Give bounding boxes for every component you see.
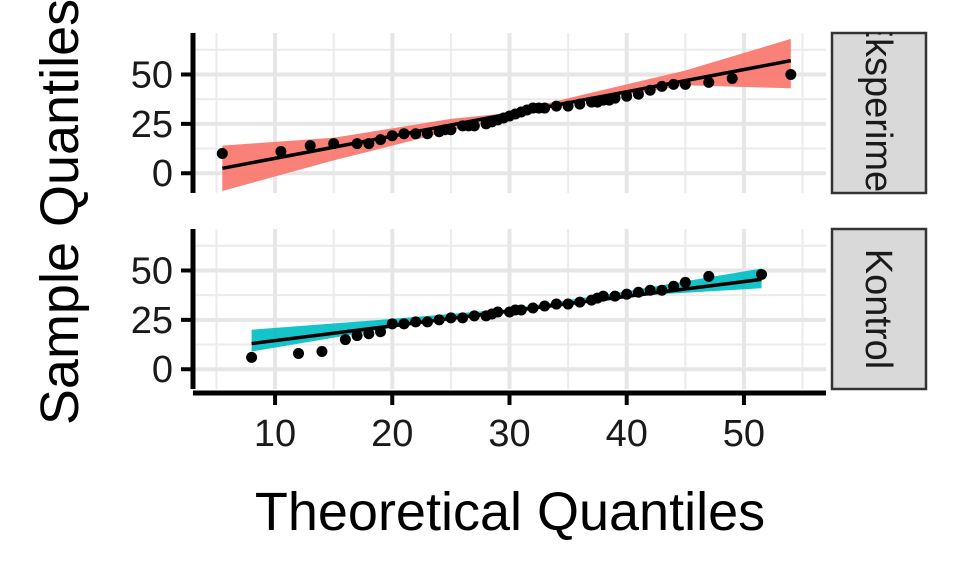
data-point (398, 318, 410, 330)
data-point (668, 78, 680, 90)
data-point (457, 312, 469, 324)
data-point (468, 310, 480, 322)
data-point (410, 128, 422, 140)
data-point (515, 304, 527, 316)
y-tick-label: 0 (152, 349, 173, 391)
x-tick-label: 40 (606, 413, 648, 455)
data-point (574, 296, 586, 308)
data-point (656, 80, 668, 92)
y-tick-label: 25 (131, 104, 173, 146)
data-point (632, 286, 644, 298)
facet-panel (193, 33, 826, 193)
data-point (644, 284, 656, 296)
data-point (726, 72, 738, 84)
data-point (339, 334, 351, 346)
data-point (246, 351, 258, 363)
data-point (703, 270, 715, 282)
data-point (216, 147, 228, 159)
facet-strip-label: Eksperimen (857, 13, 899, 214)
data-point (679, 78, 691, 90)
data-point (316, 345, 328, 357)
x-axis-title: Theoretical Quantiles (255, 482, 765, 542)
data-point (304, 140, 316, 152)
data-point (398, 128, 410, 140)
data-point (562, 100, 574, 112)
data-point (539, 300, 551, 312)
facet-strip-label-group: Eksperimen (857, 13, 899, 214)
data-point (445, 124, 457, 136)
facet-strip (830, 227, 928, 391)
data-point (539, 102, 551, 114)
data-point (363, 328, 375, 340)
y-tick-label: 25 (131, 300, 173, 342)
data-point (421, 316, 433, 328)
x-tick-label: 50 (723, 413, 765, 455)
facet-strip (830, 31, 928, 195)
data-point (621, 90, 633, 102)
data-point (644, 84, 656, 96)
y-tick-label: 50 (131, 54, 173, 96)
data-point (386, 318, 398, 330)
data-point (410, 316, 422, 328)
data-point (421, 128, 433, 140)
data-point (468, 120, 480, 132)
y-axis-title: Sample Quantiles (30, 0, 90, 425)
data-point (703, 76, 715, 88)
facet-panel (193, 229, 826, 389)
data-point (756, 268, 768, 280)
data-point (275, 146, 287, 158)
y-tick-label: 0 (152, 153, 173, 195)
data-point (492, 306, 504, 318)
data-point (351, 138, 363, 150)
data-point (433, 314, 445, 326)
x-tick-label: 30 (488, 413, 530, 455)
data-point (609, 290, 621, 302)
data-point (632, 88, 644, 100)
data-point (527, 302, 539, 314)
data-point (656, 284, 668, 296)
data-point (621, 288, 633, 300)
data-point (293, 347, 304, 359)
x-tick-label: 10 (254, 413, 296, 455)
data-point (668, 280, 680, 292)
data-point (386, 130, 398, 142)
data-point (597, 290, 609, 302)
data-point (363, 138, 375, 150)
facet-strip-label: Kontrol (857, 249, 899, 369)
data-point (679, 276, 691, 288)
y-tick-label: 50 (131, 250, 173, 292)
data-point (375, 134, 387, 146)
data-point (785, 68, 797, 80)
data-point (445, 312, 457, 324)
data-point (550, 298, 562, 310)
x-tick-label: 20 (371, 413, 413, 455)
facet-strip-label-group: Kontrol (857, 249, 899, 369)
data-point (574, 98, 586, 110)
data-point (328, 138, 340, 150)
data-point (562, 298, 574, 310)
data-point (351, 330, 363, 342)
data-point (609, 92, 621, 104)
data-point (550, 100, 562, 112)
data-point (375, 326, 387, 338)
